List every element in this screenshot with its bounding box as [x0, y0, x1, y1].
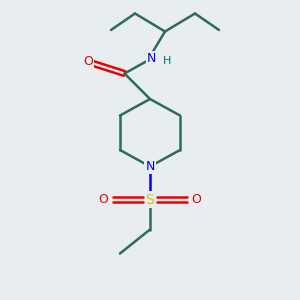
- Text: N: N: [147, 52, 156, 65]
- Text: O: O: [99, 193, 108, 206]
- Text: S: S: [146, 193, 154, 206]
- Text: H: H: [163, 56, 171, 66]
- Text: O: O: [83, 55, 93, 68]
- Text: N: N: [145, 160, 155, 173]
- Text: O: O: [192, 193, 201, 206]
